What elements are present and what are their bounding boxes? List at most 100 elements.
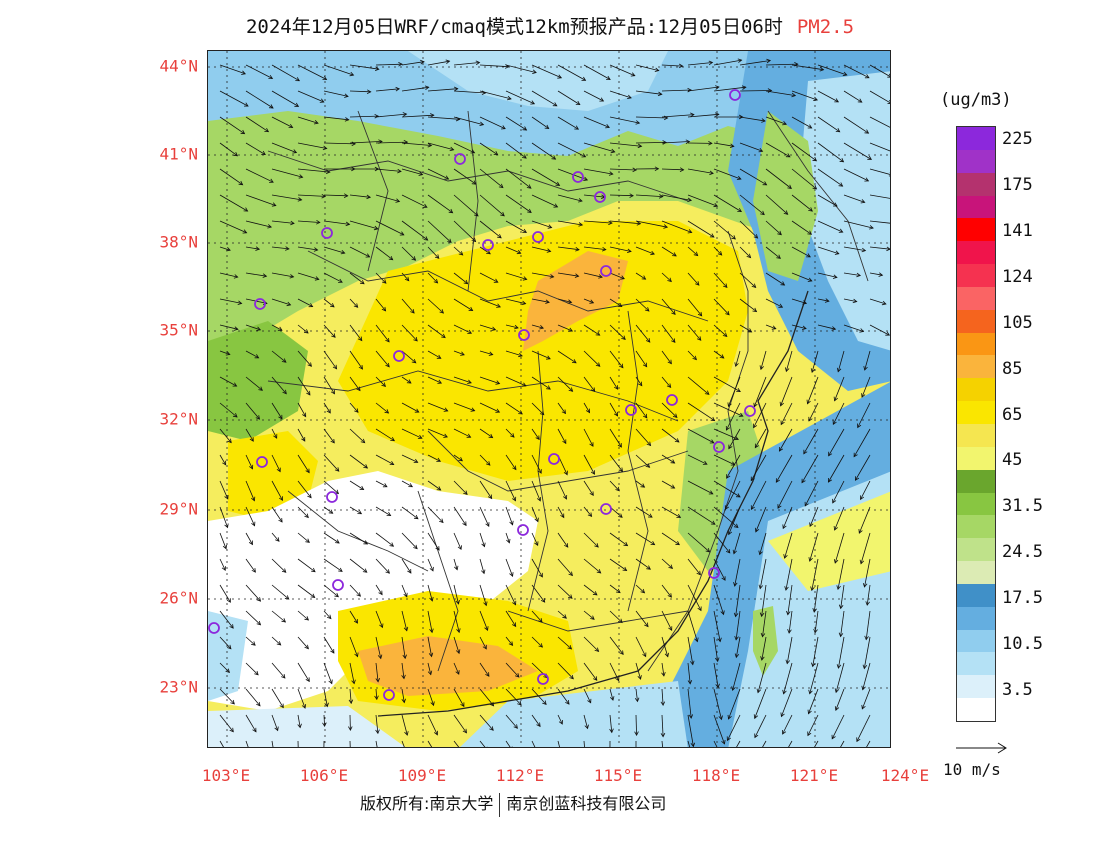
wind-vector-head xyxy=(852,298,858,304)
wind-vector xyxy=(245,740,249,747)
wind-vector xyxy=(661,376,672,388)
wind-vector-head xyxy=(650,541,656,546)
wind-vector-head xyxy=(546,385,551,390)
wind-vector-head xyxy=(672,413,678,418)
wind-vector-head xyxy=(229,624,234,629)
wind-vector-head xyxy=(833,525,838,531)
wind-vector-head xyxy=(587,512,593,518)
wind-vector-head xyxy=(436,457,442,462)
wind-vector xyxy=(863,636,871,669)
wind-vector xyxy=(323,220,350,225)
wind-vector xyxy=(807,376,819,404)
wind-vector-head xyxy=(460,351,465,356)
wind-vector-head xyxy=(646,565,651,570)
wind-vector-head xyxy=(858,529,863,534)
wind-vector xyxy=(837,350,845,372)
colorbar-segment xyxy=(957,332,995,356)
wind-vector xyxy=(219,506,228,528)
wind-vector xyxy=(557,90,581,105)
wind-vector-head xyxy=(379,623,384,629)
colorbar-segment xyxy=(957,606,995,630)
city-marker xyxy=(713,441,725,453)
wind-vector-head xyxy=(617,302,623,308)
wind-vector xyxy=(765,324,776,330)
wind-vector-head xyxy=(560,513,565,519)
city-marker xyxy=(532,231,544,243)
wind-vector-head xyxy=(481,542,486,548)
wind-vector xyxy=(780,376,793,406)
wind-vector-head xyxy=(302,412,307,418)
wind-vector xyxy=(831,714,845,739)
wind-vector xyxy=(531,584,546,603)
wind-vector xyxy=(479,142,498,156)
wind-vector-head xyxy=(807,709,812,715)
wind-vector-head xyxy=(289,274,295,279)
wind-vector xyxy=(557,532,569,548)
wind-vector-head xyxy=(629,193,634,198)
wind-vector-head xyxy=(668,626,673,631)
graticule xyxy=(208,51,890,747)
wind-vector xyxy=(843,324,864,332)
wind-vector-head xyxy=(568,327,574,332)
wind-vector xyxy=(245,480,255,501)
wind-vector-head xyxy=(474,211,479,217)
wind-vector-head xyxy=(687,197,693,203)
wind-vector-head xyxy=(838,632,844,638)
wind-vector-head xyxy=(413,336,418,342)
wind-vector xyxy=(323,584,339,598)
map-area[interactable] xyxy=(207,50,891,748)
wind-vector-head xyxy=(834,98,840,103)
pm25-field-map xyxy=(208,51,890,747)
wind-vector-head xyxy=(522,154,527,159)
wind-vector xyxy=(349,558,368,573)
wind-vector xyxy=(219,350,230,355)
wind-vector xyxy=(401,402,419,413)
wind-vector-head xyxy=(646,441,652,447)
wind-vector-head xyxy=(275,537,280,542)
wind-vector xyxy=(736,740,741,747)
wind-vector xyxy=(661,454,675,464)
wind-vector-head xyxy=(713,202,719,208)
wind-vector xyxy=(479,324,496,331)
wind-vector-head xyxy=(282,389,287,395)
wind-vector xyxy=(453,402,475,412)
wind-vector-head xyxy=(322,145,328,151)
wind-vector-head xyxy=(704,390,710,395)
wind-vector-head xyxy=(842,71,848,77)
wind-vector-head xyxy=(667,277,672,283)
wind-vector xyxy=(323,272,343,283)
wind-vector-head xyxy=(470,407,476,412)
wind-vector-head xyxy=(635,120,641,125)
wind-vector xyxy=(323,90,349,97)
wind-vector-head xyxy=(313,120,319,125)
wind-vector xyxy=(427,532,440,551)
wind-vector-head xyxy=(753,402,758,408)
wind-vector-head xyxy=(615,588,621,594)
wind-vector-head xyxy=(778,303,784,308)
west-green-zone xyxy=(208,321,308,441)
wind-vector xyxy=(375,350,390,368)
wind-vector xyxy=(375,113,407,118)
wind-vector-head xyxy=(836,367,842,373)
wind-vector xyxy=(505,350,523,357)
wind-vector xyxy=(479,428,493,438)
wind-vector xyxy=(775,454,793,483)
wind-vector-head xyxy=(696,336,702,341)
wind-vector-head xyxy=(386,511,392,517)
wind-vector xyxy=(245,116,269,133)
wind-vector xyxy=(557,324,573,332)
wind-vector-head xyxy=(557,74,563,79)
wind-vector xyxy=(297,610,309,621)
wind-vector-head xyxy=(258,386,263,391)
colorbar-tick-label: 17.5 xyxy=(1002,587,1043,608)
wind-vector-head xyxy=(685,139,691,144)
wind-vector xyxy=(427,246,440,259)
wind-vector xyxy=(375,636,382,659)
wind-vector xyxy=(219,714,234,732)
wind-vector xyxy=(817,168,843,187)
wind-vector xyxy=(661,428,680,443)
wind-vector xyxy=(349,90,371,93)
wind-vector xyxy=(869,298,887,305)
wind-vector xyxy=(323,688,328,707)
wind-vector-head xyxy=(813,628,818,634)
